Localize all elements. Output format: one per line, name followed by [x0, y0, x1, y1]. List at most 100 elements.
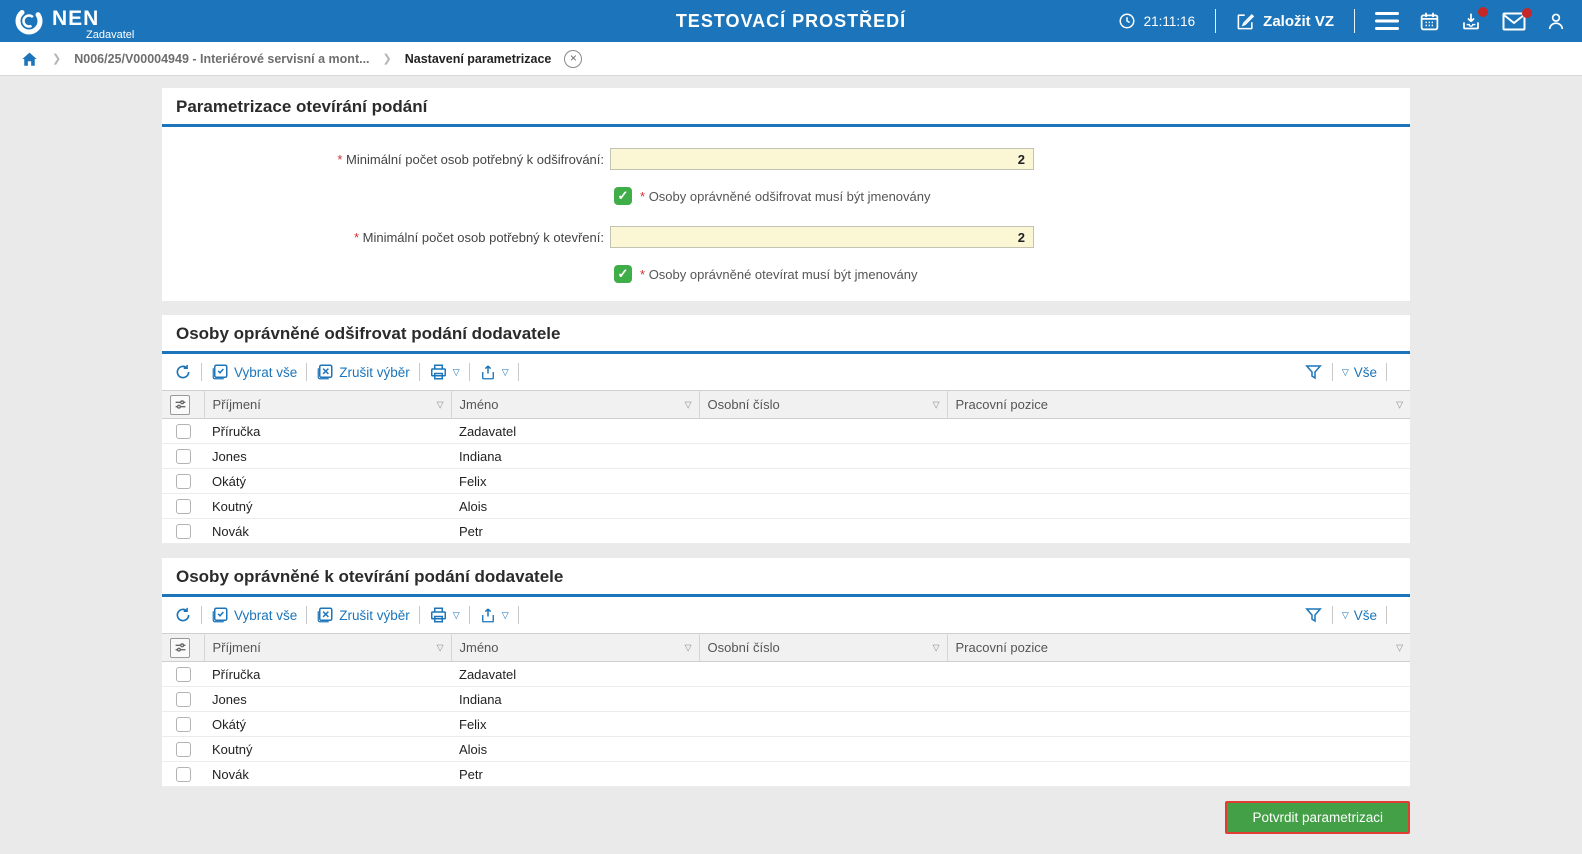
row-checkbox[interactable]: [176, 692, 191, 707]
row-checkbox[interactable]: [176, 524, 191, 539]
sort-triangle-icon[interactable]: ▽: [933, 642, 940, 653]
table-row[interactable]: KoutnýAlois: [162, 737, 1410, 762]
checkbox-label: * Osoby oprávněné otevírat musí být jmen…: [640, 267, 918, 282]
divider: [1332, 363, 1333, 381]
open-persons-table: Příjmení▽ Jméno▽ Osobní číslo▽ Pracovní …: [162, 633, 1410, 787]
inbox-notification-badge: [1478, 7, 1488, 17]
select-all-button[interactable]: Vybrat vše: [211, 606, 297, 624]
decrypt-persons-panel: Osoby oprávněné odšifrovat podání dodava…: [162, 315, 1410, 544]
filter-scope-label: Vše: [1354, 365, 1377, 380]
column-settings-icon[interactable]: [170, 395, 190, 415]
sort-triangle-icon[interactable]: ▽: [1396, 642, 1403, 653]
table-row[interactable]: OkátýFelix: [162, 469, 1410, 494]
column-header-surname[interactable]: Příjmení▽: [204, 634, 451, 662]
filter-scope-dropdown[interactable]: ▽ Vše: [1342, 608, 1377, 623]
row-checkbox[interactable]: [176, 449, 191, 464]
select-all-button[interactable]: Vybrat vše: [211, 363, 297, 381]
section-title: Osoby oprávněné k otevírání podání dodav…: [162, 558, 1410, 594]
home-icon[interactable]: [20, 50, 39, 68]
inbox-button[interactable]: [1460, 11, 1482, 32]
table-row[interactable]: JonesIndiana: [162, 444, 1410, 469]
sort-triangle-icon[interactable]: ▽: [437, 399, 444, 410]
row-checkbox[interactable]: [176, 474, 191, 489]
row-checkbox[interactable]: [176, 424, 191, 439]
table-row[interactable]: PříručkaZadavatel: [162, 662, 1410, 687]
sort-triangle-icon[interactable]: ▽: [933, 399, 940, 410]
clock-group: 21:11:16: [1118, 12, 1196, 30]
divider: [469, 363, 470, 381]
min-open-input[interactable]: [610, 226, 1034, 248]
print-button[interactable]: ▽: [429, 363, 460, 381]
sort-triangle-icon[interactable]: ▽: [1396, 399, 1403, 410]
column-header-position[interactable]: Pracovní pozice▽: [947, 391, 1410, 419]
clear-selection-button[interactable]: Zrušit výběr: [316, 363, 410, 381]
min-decrypt-input[interactable]: [610, 148, 1034, 170]
column-header-personal-number[interactable]: Osobní číslo▽: [699, 634, 947, 662]
breadcrumb-current[interactable]: Nastavení parametrizace: [405, 52, 552, 66]
divider: [1215, 9, 1216, 33]
table-row[interactable]: KoutnýAlois: [162, 494, 1410, 519]
close-tab-icon[interactable]: ×: [564, 50, 582, 68]
dropdown-triangle-icon: ▽: [1342, 610, 1349, 621]
table-row[interactable]: PříručkaZadavatel: [162, 419, 1410, 444]
section-title: Parametrizace otevírání podání: [162, 88, 1410, 124]
table-header-row: Příjmení▽ Jméno▽ Osobní číslo▽ Pracovní …: [162, 391, 1410, 419]
table-row[interactable]: JonesIndiana: [162, 687, 1410, 712]
section-rule: [162, 124, 1410, 127]
divider: [306, 363, 307, 381]
filter-button[interactable]: [1304, 363, 1323, 381]
field-label: * Minimální počet osob potřebný k odšifr…: [162, 152, 610, 167]
filter-scope-dropdown[interactable]: ▽ Vše: [1342, 365, 1377, 380]
create-vz-button[interactable]: Založit VZ: [1236, 12, 1334, 31]
decrypt-persons-table: Příjmení▽ Jméno▽ Osobní číslo▽ Pracovní …: [162, 390, 1410, 544]
table-row[interactable]: NovákPetr: [162, 519, 1410, 544]
sort-triangle-icon[interactable]: ▽: [437, 642, 444, 653]
profile-button[interactable]: [1546, 11, 1566, 32]
table-row[interactable]: NovákPetr: [162, 762, 1410, 787]
table-row[interactable]: OkátýFelix: [162, 712, 1410, 737]
checkbox-checked-icon[interactable]: ✓: [614, 265, 632, 283]
column-header-personal-number[interactable]: Osobní číslo▽: [699, 391, 947, 419]
export-button[interactable]: ▽: [479, 606, 509, 624]
confirm-parametrization-button[interactable]: Potvrdit parametrizaci: [1225, 801, 1410, 834]
row-checkbox[interactable]: [176, 499, 191, 514]
clear-selection-label: Zrušit výběr: [339, 608, 410, 623]
breadcrumb-procurement[interactable]: N006/25/V00004949 - Interiérové servisní…: [74, 52, 369, 66]
menu-button[interactable]: [1375, 12, 1399, 30]
divider: [201, 363, 202, 381]
divider: [1332, 606, 1333, 624]
nen-logo[interactable]: NEN Zadavatel: [0, 2, 134, 41]
refresh-button[interactable]: [174, 606, 192, 624]
field-min-open: * Minimální počet osob potřebný k otevře…: [162, 226, 1410, 248]
column-header-firstname[interactable]: Jméno▽: [451, 634, 699, 662]
checkbox-checked-icon[interactable]: ✓: [614, 187, 632, 205]
column-header-surname[interactable]: Příjmení▽: [204, 391, 451, 419]
clear-selection-button[interactable]: Zrušit výběr: [316, 606, 410, 624]
field-label: * Minimální počet osob potřebný k otevře…: [162, 230, 610, 245]
row-checkbox[interactable]: [176, 717, 191, 732]
chevron-right-icon: ❯: [383, 52, 392, 65]
divider: [1386, 363, 1387, 381]
column-settings-icon[interactable]: [170, 638, 190, 658]
divider: [306, 606, 307, 624]
calendar-button[interactable]: [1419, 11, 1440, 32]
divider: [518, 606, 519, 624]
export-button[interactable]: ▽: [479, 363, 509, 381]
current-time: 21:11:16: [1144, 14, 1196, 29]
checkbox-open-named: ✓ * Osoby oprávněné otevírat musí být jm…: [614, 265, 1410, 283]
column-header-position[interactable]: Pracovní pozice▽: [947, 634, 1410, 662]
row-checkbox[interactable]: [176, 667, 191, 682]
print-button[interactable]: ▽: [429, 606, 460, 624]
divider: [419, 606, 420, 624]
messages-button[interactable]: [1502, 12, 1526, 31]
sort-triangle-icon[interactable]: ▽: [685, 399, 692, 410]
sort-triangle-icon[interactable]: ▽: [685, 642, 692, 653]
divider: [1386, 606, 1387, 624]
select-all-label: Vybrat vše: [234, 608, 297, 623]
column-header-firstname[interactable]: Jméno▽: [451, 391, 699, 419]
row-checkbox[interactable]: [176, 742, 191, 757]
refresh-button[interactable]: [174, 363, 192, 381]
filter-button[interactable]: [1304, 606, 1323, 624]
row-checkbox[interactable]: [176, 767, 191, 782]
chevron-right-icon: ❯: [52, 52, 61, 65]
